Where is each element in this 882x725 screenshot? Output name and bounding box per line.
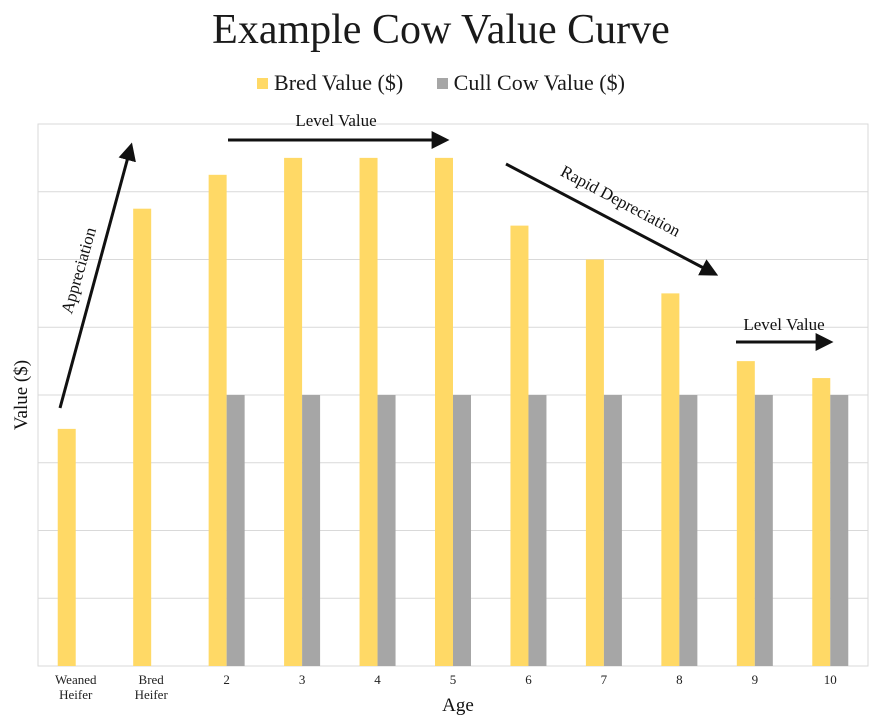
legend-label-bred-value: Bred Value ($) xyxy=(274,70,404,95)
x-axis-label: Age xyxy=(442,695,474,716)
x-tick-label: 2 xyxy=(223,672,230,687)
x-tick-label: Bred Heifer xyxy=(135,672,169,702)
bar-cull-value xyxy=(754,395,773,666)
bar-bred-value xyxy=(736,361,755,666)
bar-cull-value xyxy=(830,395,849,666)
bar-cull-value xyxy=(302,395,321,666)
annotation-appreciation: Appreciation xyxy=(57,225,100,316)
annotation-level-value-2: Level Value xyxy=(743,315,824,334)
legend-item-bred-value: Bred Value ($) xyxy=(257,70,403,96)
x-tick-label: 5 xyxy=(450,672,457,687)
bar-cull-value xyxy=(453,395,471,666)
x-tick-label: 4 xyxy=(374,672,381,687)
bar-bred-value xyxy=(133,208,152,666)
appreciation-arrow xyxy=(58,142,136,409)
bars xyxy=(57,157,849,666)
bar-bred-value xyxy=(812,378,831,666)
legend: Bred Value ($) Cull Cow Value ($) xyxy=(0,70,882,96)
bar-bred-value xyxy=(435,157,453,666)
bar-cull-value xyxy=(226,395,245,666)
bar-bred-value xyxy=(284,157,303,666)
bar-bred-value xyxy=(57,428,76,666)
x-tick-label: 9 xyxy=(752,672,759,687)
bar-cull-value xyxy=(377,395,396,666)
x-tick-label: 3 xyxy=(299,672,306,687)
legend-swatch-cull-value xyxy=(436,78,448,89)
x-tick-label: 6 xyxy=(525,672,532,687)
x-tick-label: 7 xyxy=(601,672,608,687)
bar-bred-value xyxy=(661,293,680,666)
legend-swatch-bred-value xyxy=(257,78,269,89)
bar-bred-value xyxy=(359,157,378,666)
y-axis-label: Value ($) xyxy=(11,360,32,430)
annotation-level-value-1: Level Value xyxy=(295,111,376,130)
x-tick-label: Weaned Heifer xyxy=(55,672,97,702)
bar-cull-value xyxy=(679,395,698,666)
legend-label-cull-value: Cull Cow Value ($) xyxy=(453,70,625,95)
x-tick-label: 8 xyxy=(676,672,683,687)
bar-cull-value xyxy=(603,395,622,666)
chart-title: Example Cow Value Curve xyxy=(212,7,670,53)
bar-bred-value xyxy=(585,259,604,666)
bar-bred-value xyxy=(208,174,227,666)
bar-bred-value xyxy=(510,225,529,666)
x-tick-labels: Weaned Heifer Bred Heifer 2 3 4 5 6 7 8 9 10 xyxy=(55,672,837,702)
rapid-depreciation-arrow xyxy=(505,162,719,276)
legend-item-cull-value: Cull Cow Value ($) xyxy=(436,70,625,96)
x-tick-label: 10 xyxy=(824,672,837,687)
bar-cull-value xyxy=(528,395,547,666)
